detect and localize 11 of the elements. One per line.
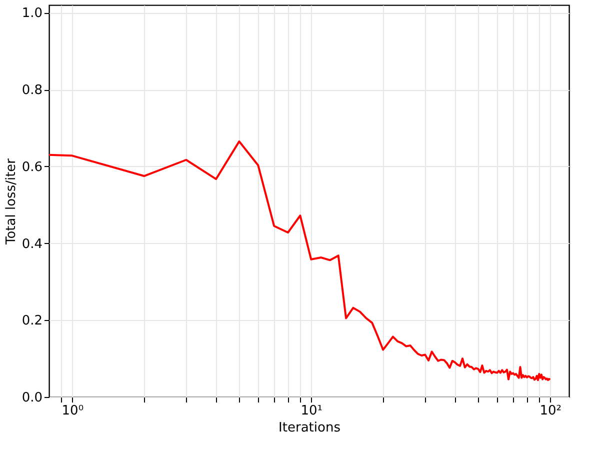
y-tick-label: 1.0 xyxy=(22,6,42,22)
x-tick-label: 10² xyxy=(540,404,562,418)
y-tick-label: 0.0 xyxy=(22,390,42,406)
x-tick-label: 10¹ xyxy=(300,404,322,418)
y-axis-title: Total loss/iter xyxy=(4,158,19,246)
y-tick-label: 0.4 xyxy=(22,236,42,252)
y-tick-label: 0.2 xyxy=(22,314,42,329)
x-tick-label: 10⁰ xyxy=(62,404,84,418)
y-tick-label: 0.6 xyxy=(22,160,42,175)
y-tick-label: 0.8 xyxy=(22,83,42,98)
x-axis-title: Iterations xyxy=(278,420,341,436)
